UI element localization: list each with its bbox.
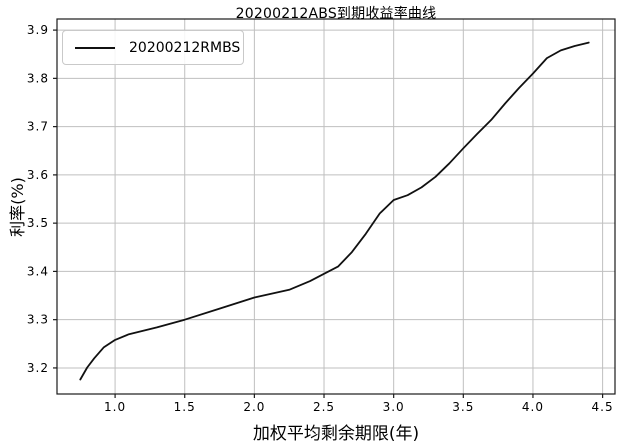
y-tick-label: 3.4 <box>27 264 49 278</box>
y-tick-label: 3.2 <box>27 361 49 375</box>
x-tick-label: 4.5 <box>592 400 614 414</box>
x-axis-label: 加权平均剩余期限(年) <box>252 424 420 444</box>
y-tick-label: 3.9 <box>27 23 49 37</box>
legend: 20200212RMBS <box>62 30 244 65</box>
x-tick-label: 3.5 <box>452 400 474 414</box>
x-tick-label: 2.5 <box>313 400 335 414</box>
axes-spines <box>56 18 616 395</box>
x-tick-label: 4.0 <box>522 400 544 414</box>
y-tick-label: 3.8 <box>27 71 49 85</box>
y-tick-label: 3.6 <box>27 168 49 182</box>
x-tick-label: 3.0 <box>383 400 405 414</box>
x-tick-label: 2.0 <box>243 400 265 414</box>
legend-line-sample <box>75 46 115 49</box>
x-tick-label: 1.0 <box>104 400 126 414</box>
y-tick-label: 3.3 <box>27 313 49 327</box>
legend-label: 20200212RMBS <box>129 39 241 56</box>
y-tick-label: 3.7 <box>27 120 49 134</box>
x-tick-label: 1.5 <box>174 400 196 414</box>
chart-title: 20200212ABS到期收益率曲线 <box>235 6 437 22</box>
y-tick-label: 3.5 <box>27 216 49 230</box>
series-line <box>79 41 590 381</box>
y-axis-label: 利率(%) <box>8 177 27 237</box>
